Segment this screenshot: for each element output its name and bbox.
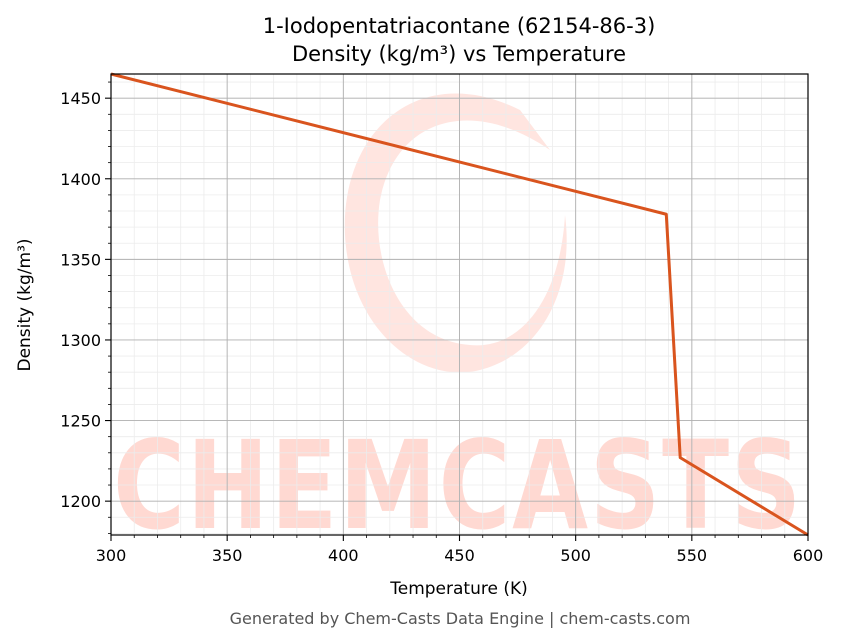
x-axis-label: Temperature (K) [389, 579, 528, 599]
x-tick-label: 350 [212, 546, 243, 565]
x-tick-label: 500 [560, 546, 591, 565]
y-axis-label: Density (kg/m³) [15, 238, 35, 371]
y-tick-label: 1400 [60, 170, 101, 189]
footer-credit: Generated by Chem-Casts Data Engine | ch… [230, 609, 691, 628]
x-tick-label: 300 [96, 546, 127, 565]
series-line-density [110, 72, 809, 537]
y-tick-label: 1350 [60, 250, 101, 269]
x-axis: 300 350 400 450 500 550 600 [96, 535, 824, 565]
x-tick-label: 400 [328, 546, 359, 565]
y-tick-label: 1200 [60, 492, 101, 511]
x-tick-label: 600 [793, 546, 824, 565]
watermark-swirl [344, 93, 567, 373]
y-axis: 1200 1250 1300 1350 1400 1450 [60, 81, 111, 534]
y-tick-label: 1250 [60, 412, 101, 431]
y-tick-label: 1300 [60, 331, 101, 350]
y-tick-label: 1450 [60, 89, 101, 108]
x-tick-label: 450 [444, 546, 475, 565]
chart-title: 1-Iodopentatriacontane (62154-86-3) [263, 14, 656, 38]
chart-subtitle: Density (kg/m³) vs Temperature [292, 42, 626, 66]
x-tick-label: 550 [677, 546, 708, 565]
